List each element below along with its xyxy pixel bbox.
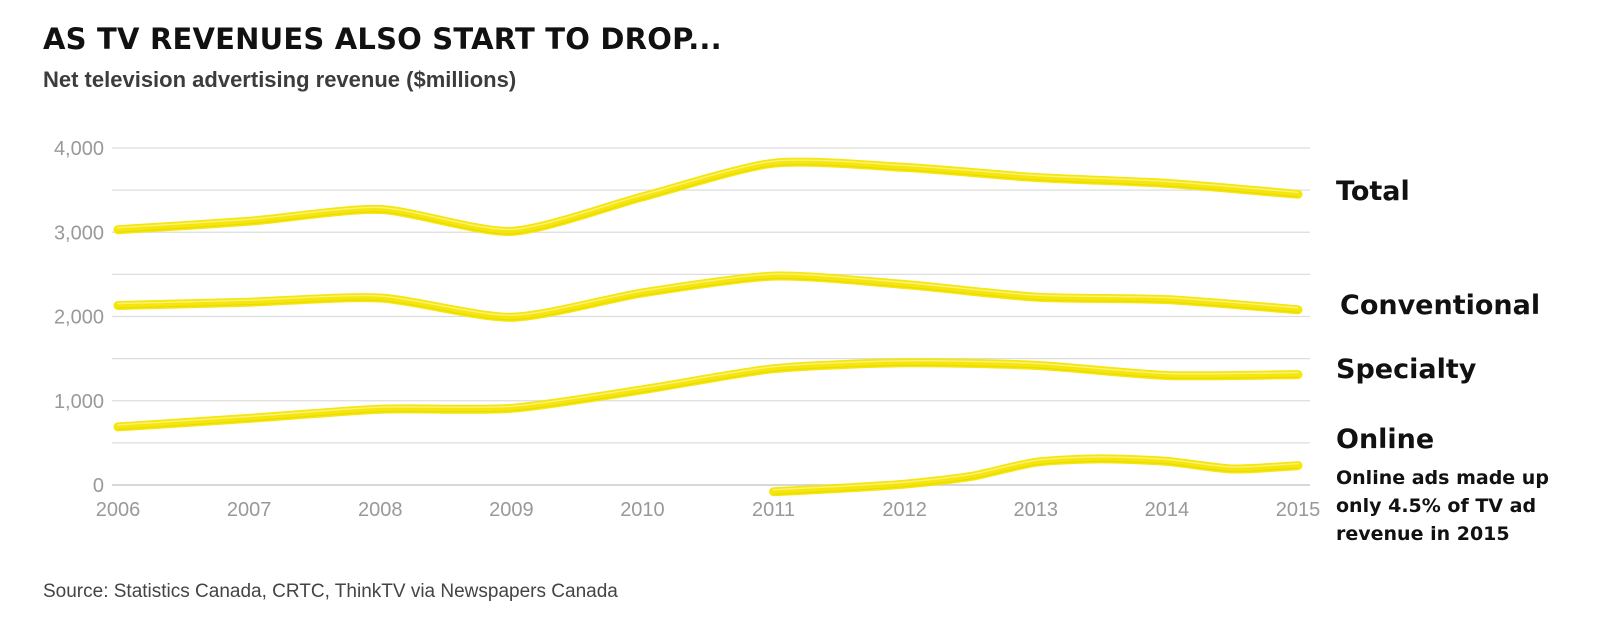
online-annotation-line-3: revenue in 2015	[1336, 523, 1510, 545]
series-texture-conventional	[117, 273, 1299, 317]
series-texture-total	[117, 159, 1299, 231]
series-label-specialty: Specialty	[1336, 354, 1477, 385]
x-tick-label: 2015	[1276, 499, 1321, 521]
x-tick-label: 2013	[1014, 499, 1059, 521]
series-label-conventional: Conventional	[1340, 290, 1540, 321]
series-line-specialty	[113, 358, 1303, 432]
series-texture-online	[773, 460, 1299, 495]
x-tick-label: 2006	[96, 499, 141, 521]
series-line-online	[769, 454, 1303, 497]
y-tick-label: 3,000	[54, 222, 104, 244]
series-texture-total	[117, 163, 1299, 235]
y-tick-label: 1,000	[54, 391, 104, 413]
series-texture-specialty	[117, 360, 1299, 426]
series-lines	[113, 157, 1303, 497]
x-tick-label: 2009	[489, 499, 534, 521]
series-line-conventional	[113, 271, 1303, 322]
source-note: Source: Statistics Canada, CRTC, ThinkTV…	[43, 581, 618, 602]
y-axis-ticks: 0 1,000 2,000 3,000 4,000	[54, 138, 104, 497]
series-texture-online	[772, 456, 1299, 491]
y-tick-label: 0	[93, 475, 104, 497]
x-tick-label: 2010	[620, 499, 665, 521]
series-labels: Total Conventional Specialty Online Onli…	[1336, 176, 1549, 545]
x-tick-label: 2008	[358, 499, 403, 521]
series-texture-conventional	[117, 277, 1299, 321]
series-line-total	[113, 157, 1303, 236]
series-label-total: Total	[1336, 176, 1410, 207]
chart-title: AS TV REVENUES ALSO START TO DROP...	[43, 22, 722, 56]
y-tick-label: 4,000	[54, 138, 104, 160]
x-axis-ticks: 2006 2007 2008 2009 2010 2011 2012 2013 2014 2015	[96, 499, 1321, 521]
online-annotation-line-2: only 4.5% of TV ad	[1336, 495, 1536, 517]
gridlines	[112, 147, 1310, 486]
series-texture-specialty	[117, 364, 1299, 430]
x-tick-label: 2012	[882, 499, 927, 521]
x-tick-label: 2014	[1145, 499, 1190, 521]
chart-subtitle: Net television advertising revenue ($mil…	[43, 67, 517, 92]
online-annotation-line-1: Online ads made up	[1336, 467, 1549, 489]
y-tick-label: 2,000	[54, 307, 104, 329]
series-label-online: Online	[1336, 424, 1434, 455]
x-tick-label: 2011	[752, 499, 795, 521]
x-tick-label: 2007	[227, 499, 272, 521]
